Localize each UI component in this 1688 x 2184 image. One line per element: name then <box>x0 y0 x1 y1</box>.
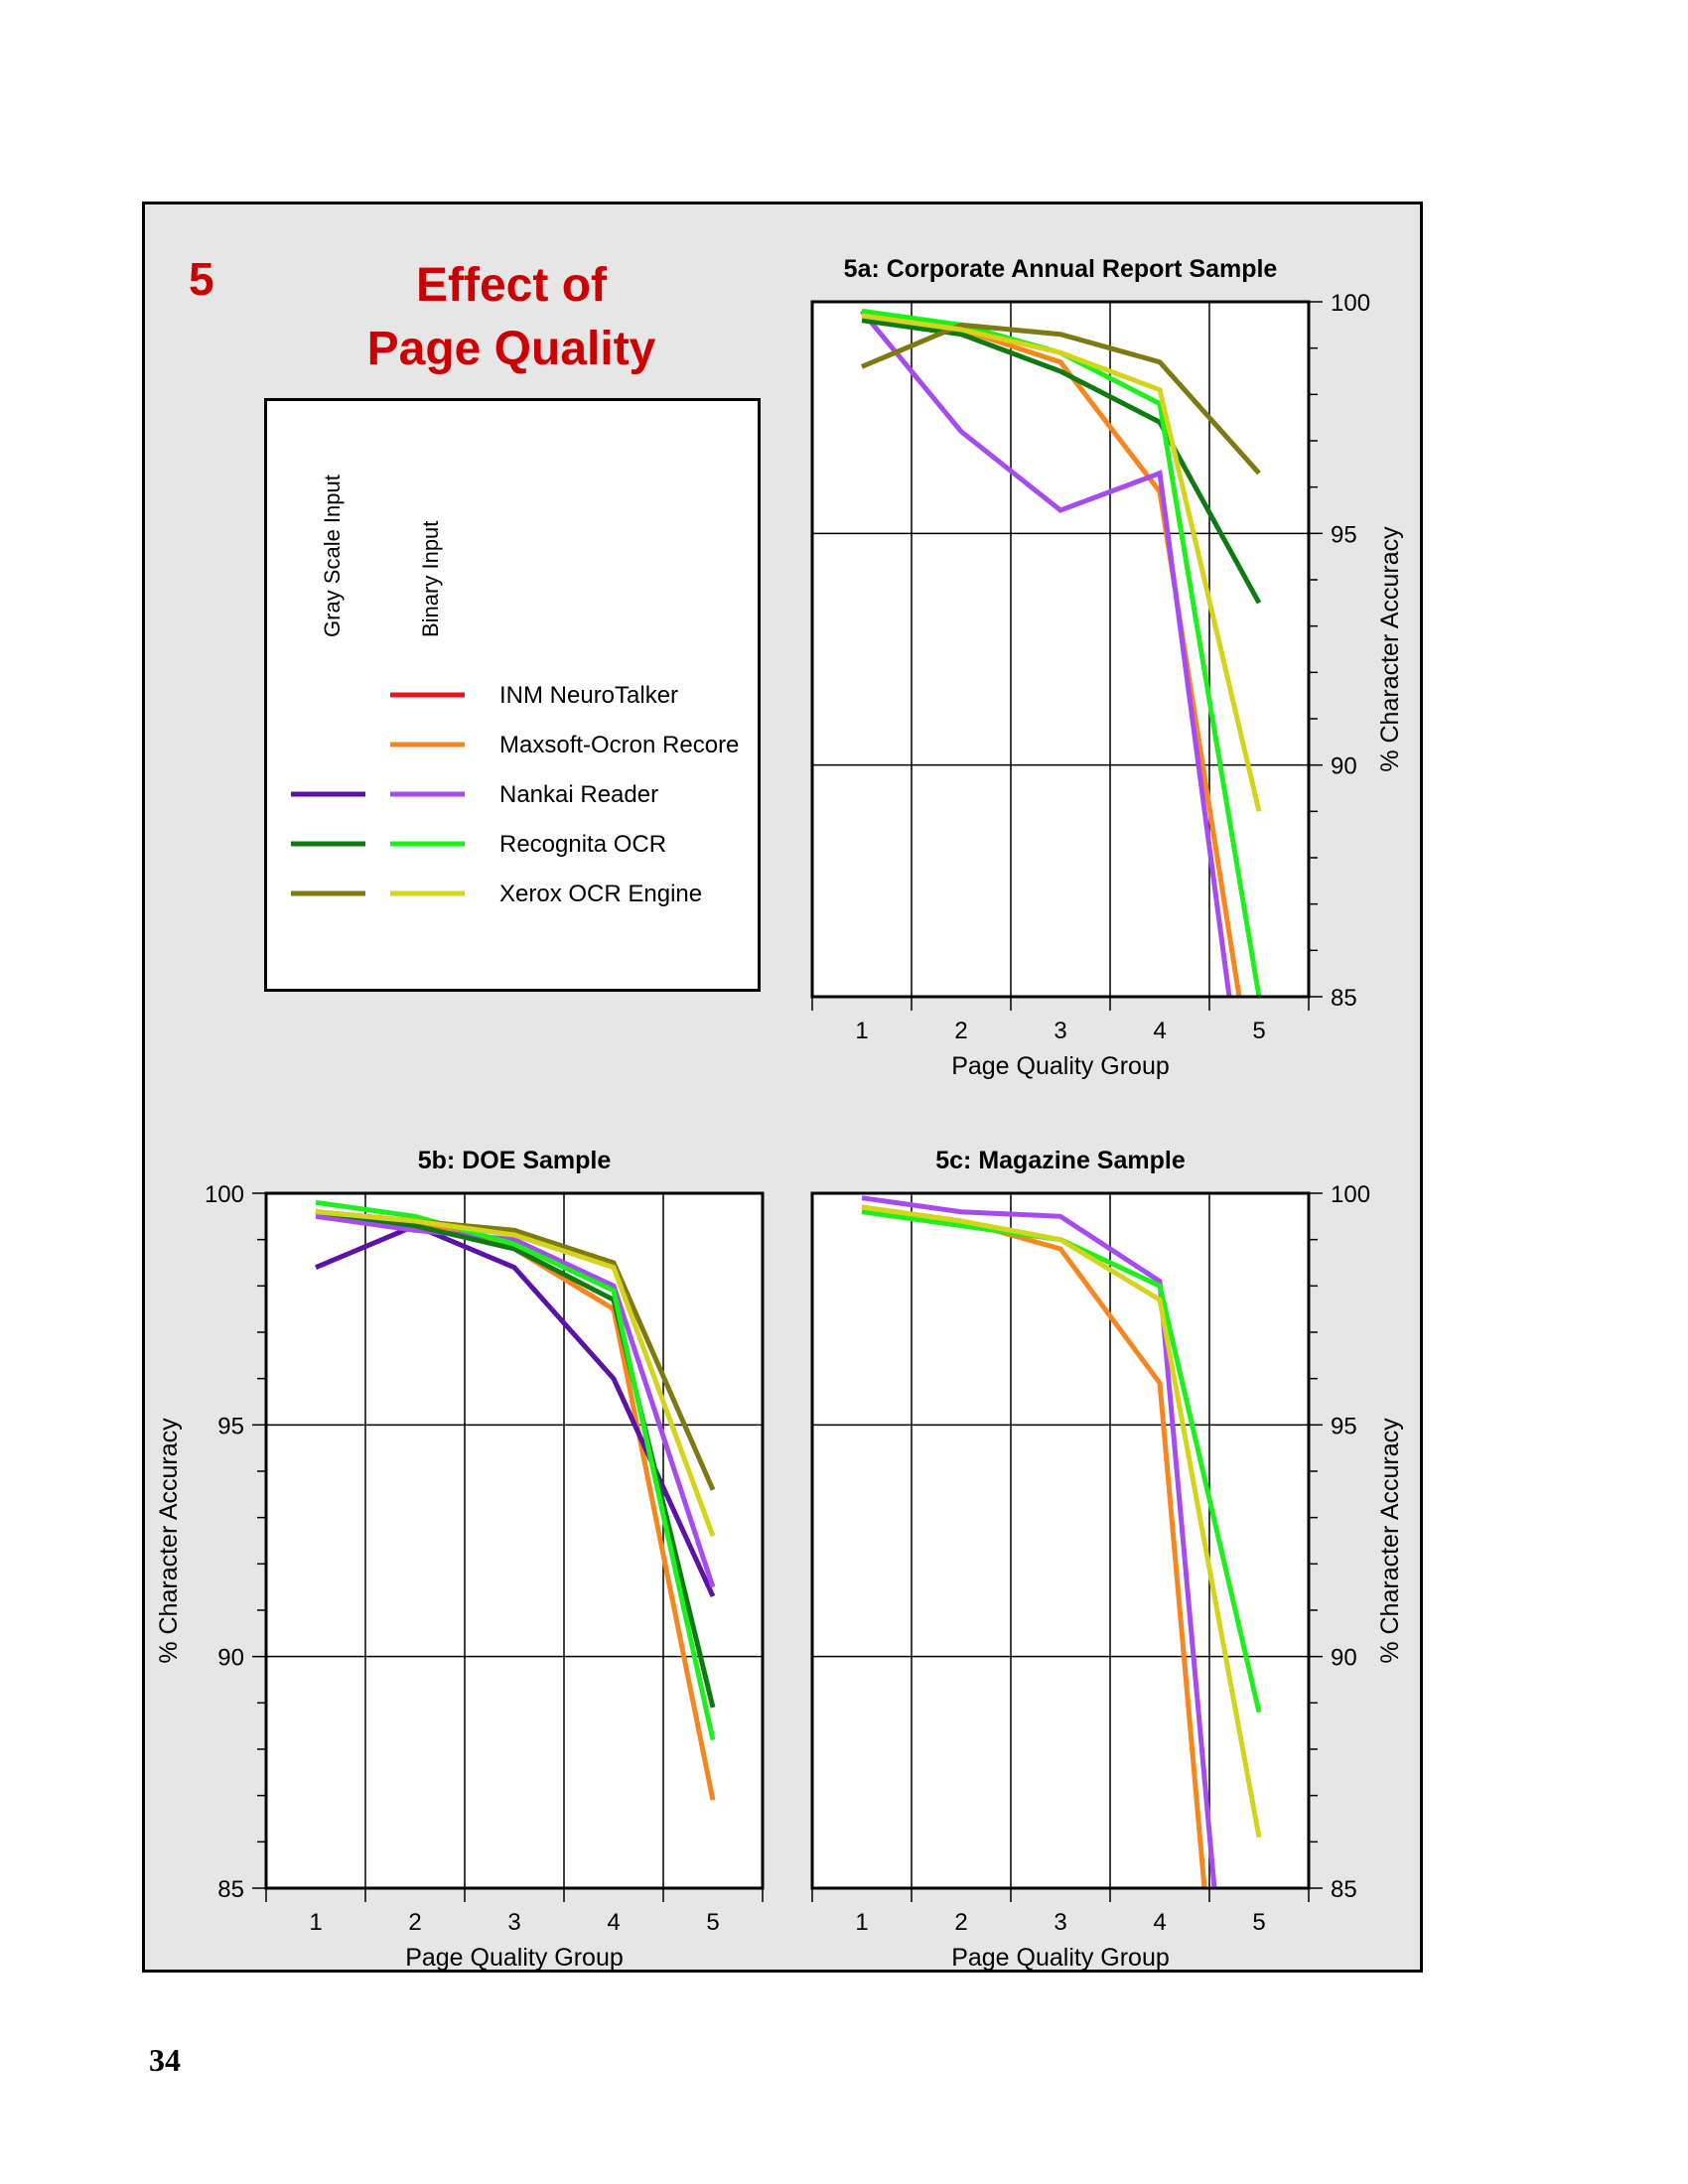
page-number: 34 <box>149 2042 181 2078</box>
y-tick-label: 100 <box>1331 1181 1370 1208</box>
chart-title: 5c: Magazine Sample <box>935 1147 1186 1174</box>
legend-label: Recognita OCR <box>499 831 666 858</box>
plot-frame <box>810 300 1311 999</box>
x-tick-label: 4 <box>607 1909 620 1936</box>
x-tick-label: 1 <box>855 1018 868 1044</box>
y-tick-label: 90 <box>1331 1645 1357 1672</box>
legend-column-header: Gray Scale Input <box>320 475 345 637</box>
x-tick-label: 1 <box>309 1909 322 1936</box>
y-tick-label: 85 <box>1331 1876 1357 1903</box>
series-line-nankai-reader-binary <box>860 309 1232 998</box>
chart-title: 5b: DOE Sample <box>418 1147 612 1174</box>
plot-frame <box>264 1191 765 1890</box>
series-line-nankai-reader-binary <box>861 1195 1217 1889</box>
x-axis-label: Page Quality Group <box>951 1944 1170 1972</box>
x-tick-label: 3 <box>1054 1909 1066 1936</box>
x-tick-label: 2 <box>954 1909 967 1936</box>
series-line-xerox-ocr-engine-binary <box>315 1209 716 1538</box>
x-tick-label: 2 <box>954 1018 967 1044</box>
legend <box>264 398 761 992</box>
section-title-line2: Page Quality <box>366 323 656 375</box>
plot-frame <box>810 1191 1311 1890</box>
legend-label: Maxsoft-Ocron Recore <box>499 732 739 758</box>
x-tick-label: 4 <box>1153 1909 1166 1936</box>
legend-column-header: Binary Input <box>418 521 443 637</box>
y-tick-label: 95 <box>217 1413 244 1439</box>
section-title: Effect of Page Quality <box>298 254 725 381</box>
x-tick-label: 2 <box>408 1909 421 1936</box>
series-line-xerox-ocr-engine-binary <box>861 313 1262 812</box>
y-tick-label: 90 <box>217 1645 244 1672</box>
x-tick-label: 1 <box>855 1909 868 1936</box>
series-line-recognita-ocr-binary <box>315 1199 716 1741</box>
x-tick-label: 3 <box>507 1909 520 1936</box>
x-tick-label: 5 <box>1252 1018 1265 1044</box>
x-tick-label: 5 <box>1252 1909 1265 1936</box>
x-tick-label: 5 <box>706 1909 719 1936</box>
y-axis-label: % Character Accuracy <box>1376 1418 1404 1664</box>
y-tick-label: 85 <box>217 1876 244 1903</box>
legend-label: Xerox OCR Engine <box>499 881 702 907</box>
y-tick-label: 90 <box>1331 753 1357 780</box>
y-axis-label: % Character Accuracy <box>155 1418 183 1664</box>
series-line-nankai-reader-binary <box>315 1213 716 1588</box>
x-axis-label: Page Quality Group <box>405 1944 624 1972</box>
legend-label: Nankai Reader <box>499 781 658 808</box>
x-tick-label: 4 <box>1153 1018 1166 1044</box>
y-tick-label: 85 <box>1331 985 1357 1012</box>
series-line-xerox-ocr-engine-binary <box>861 1204 1262 1839</box>
x-tick-label: 3 <box>1054 1018 1066 1044</box>
legend-label: INM NeuroTalker <box>499 682 678 709</box>
y-tick-label: 95 <box>1331 1413 1357 1439</box>
series-line-xerox-ocr-engine-gray <box>861 322 1261 476</box>
plot-area <box>812 1193 1309 1888</box>
series-line-recognita-ocr-gray <box>861 318 1262 605</box>
y-tick-label: 95 <box>1331 521 1357 548</box>
section-number: 5 <box>189 253 214 305</box>
chart-title: 5a: Corporate Annual Report Sample <box>844 255 1278 283</box>
x-axis-label: Page Quality Group <box>951 1052 1170 1080</box>
y-tick-label: 100 <box>205 1181 244 1208</box>
plot-area <box>812 302 1309 997</box>
section-title-line1: Effect of <box>416 259 607 312</box>
y-axis-label: % Character Accuracy <box>1376 526 1404 772</box>
plot-area <box>266 1193 763 1888</box>
y-tick-label: 100 <box>1331 290 1370 317</box>
